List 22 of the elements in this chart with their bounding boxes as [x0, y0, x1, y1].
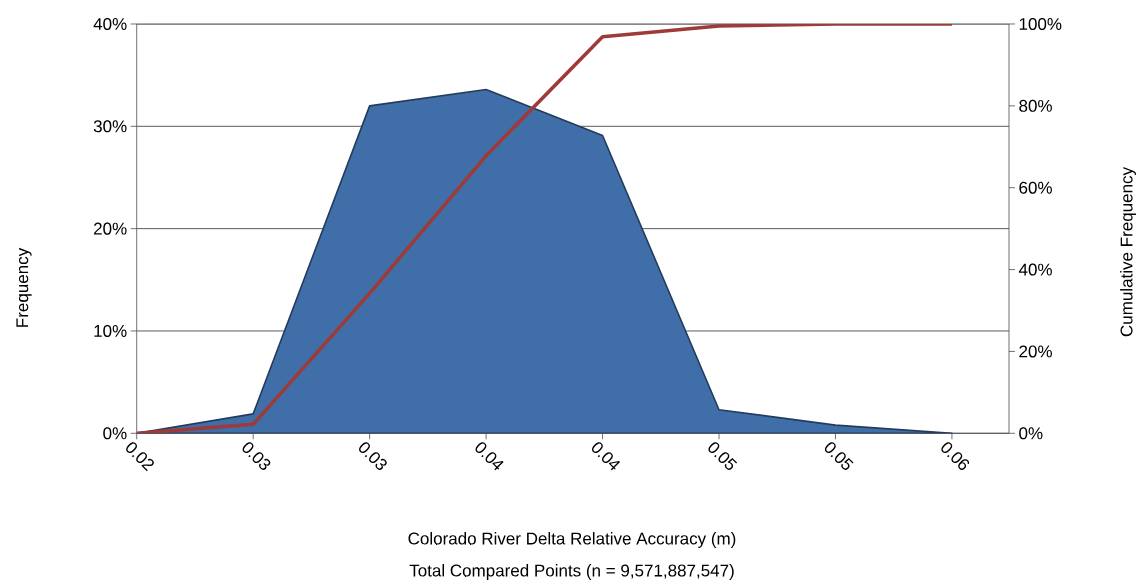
- y-tick-label: 40%: [93, 17, 127, 31]
- y-tick-label: 0%: [103, 427, 127, 440]
- y2-tick-label: 20%: [1019, 345, 1052, 358]
- y2-axis-title: Cumulative Frequency: [1120, 167, 1136, 337]
- y2-tick-label: 0%: [1019, 427, 1043, 440]
- y2-tick-label: 60%: [1019, 181, 1052, 194]
- x-tick-label: 0.05: [824, 442, 854, 470]
- x-axis-title: Colorado River Delta Relative Accuracy (m): [408, 532, 736, 548]
- y-tick-label: 30%: [93, 120, 127, 133]
- x-tick-label: 0.06: [941, 442, 970, 470]
- y2-tick-label: 80%: [1019, 99, 1052, 112]
- text: Total Compared Points (n = 9,571,887,547): [409, 564, 734, 580]
- y2-tick-label: 40%: [1018, 263, 1052, 276]
- x-tick-label: 0.03: [359, 442, 387, 471]
- y-tick-label: 20%: [94, 222, 127, 235]
- y-axis-title: Frequency: [16, 247, 32, 327]
- x-tick-label: 0.03: [242, 442, 271, 471]
- y2-tick-label: 100%: [1019, 17, 1062, 31]
- x-tick-label: 0.04: [591, 442, 621, 471]
- x-tick-label: 0.04: [475, 442, 504, 471]
- x-tick-label: 0.05: [708, 442, 738, 470]
- y-tick-label: 10%: [94, 324, 127, 337]
